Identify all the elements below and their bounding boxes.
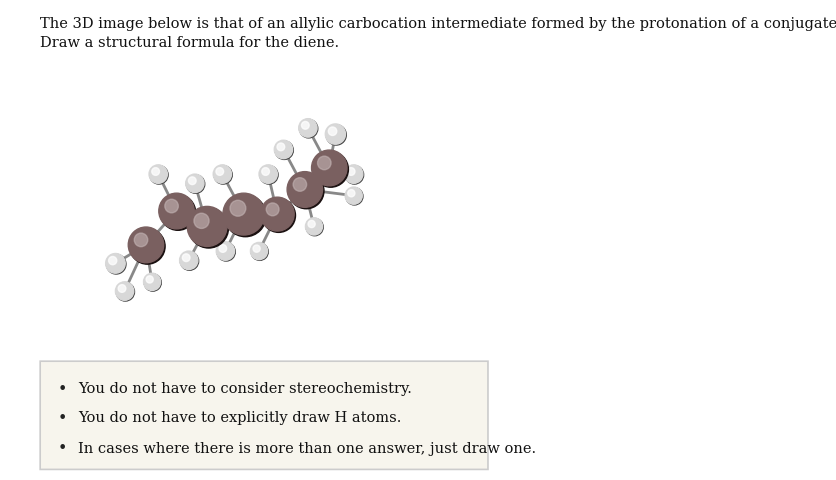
Text: −: − [229, 385, 241, 399]
Text: •: • [58, 410, 68, 425]
Circle shape [118, 285, 125, 293]
Circle shape [345, 188, 363, 205]
Circle shape [143, 274, 161, 291]
Text: +: + [255, 385, 267, 399]
Circle shape [306, 219, 323, 236]
Circle shape [345, 166, 363, 185]
Circle shape [109, 257, 117, 265]
Circle shape [151, 168, 160, 176]
Circle shape [159, 194, 194, 229]
Circle shape [115, 282, 134, 300]
Circle shape [317, 157, 331, 170]
Circle shape [344, 188, 362, 205]
Text: Draw a structural formula for the diene.: Draw a structural formula for the diene. [40, 36, 339, 50]
Circle shape [180, 252, 198, 271]
Circle shape [189, 209, 228, 249]
FancyBboxPatch shape [243, 379, 278, 406]
Circle shape [258, 166, 277, 184]
Circle shape [186, 175, 204, 193]
Circle shape [128, 228, 164, 263]
Circle shape [216, 168, 223, 176]
Circle shape [116, 283, 135, 301]
Circle shape [217, 243, 235, 262]
Circle shape [311, 151, 347, 186]
FancyBboxPatch shape [217, 379, 252, 406]
Circle shape [344, 166, 363, 184]
Circle shape [308, 221, 315, 228]
Circle shape [293, 179, 306, 192]
Text: You do not have to explicitly draw H atoms.: You do not have to explicitly draw H ato… [78, 410, 401, 425]
Circle shape [219, 245, 227, 253]
Circle shape [298, 120, 317, 138]
Text: labels: labels [284, 387, 315, 397]
Circle shape [347, 168, 354, 176]
FancyBboxPatch shape [187, 378, 227, 407]
Circle shape [277, 144, 284, 151]
Circle shape [214, 166, 232, 185]
Circle shape [165, 200, 178, 214]
Circle shape [150, 166, 168, 185]
Circle shape [180, 252, 197, 270]
Text: •: • [58, 381, 68, 396]
Circle shape [251, 244, 268, 261]
Circle shape [266, 204, 278, 216]
Circle shape [262, 168, 269, 176]
FancyBboxPatch shape [40, 361, 487, 469]
Circle shape [347, 190, 354, 197]
Text: The 3D image below is that of an allylic carbocation intermediate formed by the : The 3D image below is that of an allylic… [40, 17, 836, 31]
Circle shape [160, 195, 196, 231]
Circle shape [187, 207, 227, 247]
Circle shape [222, 194, 264, 236]
Circle shape [105, 254, 125, 274]
Circle shape [260, 198, 293, 231]
Circle shape [106, 255, 126, 275]
Circle shape [146, 276, 153, 284]
FancyBboxPatch shape [269, 379, 330, 406]
Circle shape [326, 125, 346, 146]
Circle shape [287, 172, 322, 208]
Circle shape [274, 141, 293, 159]
Text: ▲: ▲ [205, 388, 209, 393]
Circle shape [275, 142, 293, 160]
Circle shape [262, 199, 295, 233]
Circle shape [250, 243, 268, 260]
Circle shape [305, 218, 322, 236]
Circle shape [149, 166, 167, 184]
Circle shape [194, 214, 209, 229]
Circle shape [216, 242, 234, 261]
Circle shape [313, 152, 348, 188]
Text: ▼: ▼ [205, 399, 209, 404]
Circle shape [224, 195, 266, 237]
FancyBboxPatch shape [84, 378, 197, 407]
Circle shape [230, 201, 246, 217]
Text: In cases where there is more than one answer, just draw one.: In cases where there is more than one an… [78, 441, 536, 455]
Circle shape [130, 229, 165, 264]
Circle shape [299, 120, 318, 139]
Circle shape [186, 176, 205, 194]
Circle shape [301, 122, 308, 130]
Circle shape [182, 254, 190, 262]
Circle shape [134, 234, 148, 247]
Circle shape [213, 166, 232, 184]
Circle shape [188, 178, 196, 185]
Circle shape [288, 174, 324, 209]
Circle shape [252, 245, 260, 253]
Circle shape [259, 166, 278, 185]
Circle shape [144, 275, 161, 291]
Text: You do not have to consider stereochemistry.: You do not have to consider stereochemis… [78, 382, 411, 396]
Circle shape [328, 128, 336, 136]
Text: ball & stick: ball & stick [103, 387, 161, 397]
Circle shape [325, 125, 345, 145]
Text: •: • [58, 440, 68, 456]
